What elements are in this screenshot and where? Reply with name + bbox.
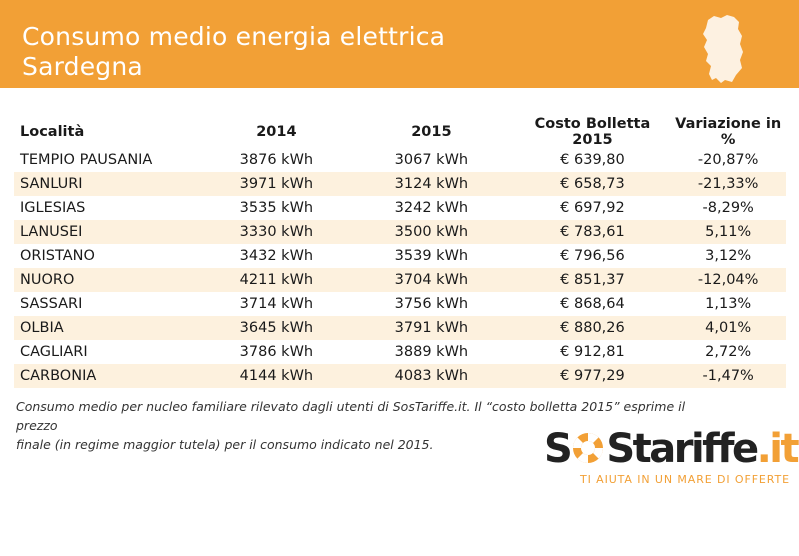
table-header-row: Località 2014 2015 Costo Bolletta 2015 V…	[14, 116, 786, 148]
cell-cost: € 912,81	[560, 344, 625, 360]
col-header-cost: Costo Bolletta 2015	[534, 116, 651, 148]
title-line-2: Sardegna	[22, 52, 143, 81]
table-body: TEMPIO PAUSANIA 3876 kWh 3067 kWh € 639,80 -…	[14, 148, 786, 388]
cell-2015: 3242 kWh	[394, 200, 469, 216]
cell-location: IGLESIAS	[20, 200, 86, 216]
table-row: SASSARI 3714 kWh 3756 kWh € 868,64 1,13%	[14, 292, 786, 316]
cell-variation: 1,13%	[705, 296, 752, 312]
cell-cost: € 868,64	[560, 296, 625, 312]
cell-2015: 3756 kWh	[394, 296, 469, 312]
cell-2015: 3539 kWh	[394, 248, 469, 264]
table-row: OLBIA 3645 kWh 3791 kWh € 880,26 4,01%	[14, 316, 786, 340]
page-title: Consumo medio energia elettrica Sardegna	[22, 22, 445, 82]
cell-cost: € 851,37	[514, 268, 671, 292]
logo-letter-s1: S	[544, 426, 573, 472]
cell-variation: -1,47%	[670, 364, 786, 388]
table-row: CARBONIA 4144 kWh 4083 kWh € 977,29 -1,47%	[14, 364, 786, 388]
cell-cost: € 639,80	[560, 152, 625, 168]
footnote-line-2: finale (in regime maggior tutela) per il…	[16, 437, 434, 452]
logo-letter-s2: S	[606, 426, 635, 472]
cell-cost: € 796,56	[560, 248, 625, 264]
table-row: CAGLIARI 3786 kWh 3889 kWh € 912,81 2,72%	[14, 340, 786, 364]
cell-variation: 4,01%	[670, 316, 786, 340]
cell-cost: € 977,29	[514, 364, 671, 388]
cell-variation: 3,12%	[705, 248, 752, 264]
sardinia-map-icon	[703, 15, 743, 83]
cell-variation: -12,04%	[670, 268, 786, 292]
table-row: ORISTANO 3432 kWh 3539 kWh € 796,56 3,12%	[14, 244, 786, 268]
cell-location: CAGLIARI	[20, 344, 88, 360]
cell-location: TEMPIO PAUSANIA	[20, 152, 153, 168]
cell-variation: -8,29%	[702, 200, 754, 216]
cell-2015: 3067 kWh	[394, 152, 469, 168]
cell-location: LANUSEI	[14, 220, 205, 244]
title-line-1: Consumo medio energia elettrica	[22, 22, 446, 51]
footnote-line-1: Consumo medio per nucleo familiare rilev…	[16, 399, 686, 433]
cell-2015: 3889 kWh	[394, 344, 469, 360]
cell-location: SASSARI	[20, 296, 83, 312]
cell-location: CARBONIA	[14, 364, 205, 388]
table-row: NUORO 4211 kWh 3704 kWh € 851,37 -12,04%	[14, 268, 786, 292]
logo-wordmark: S Stariffe.it	[544, 425, 799, 473]
cell-location: NUORO	[14, 268, 205, 292]
logo-word-tariffe: tariffe	[632, 426, 759, 472]
table-row: LANUSEI 3330 kWh 3500 kWh € 783,61 5,11%	[14, 220, 786, 244]
cell-2014: 3330 kWh	[204, 220, 349, 244]
table-row: IGLESIAS 3535 kWh 3242 kWh € 697,92 -8,29%	[14, 196, 786, 220]
cell-2014: 4144 kWh	[204, 364, 349, 388]
col-header-2014: 2014	[256, 124, 297, 140]
table-row: TEMPIO PAUSANIA 3876 kWh 3067 kWh € 639,80 -…	[14, 148, 786, 172]
cell-2015: 3500 kWh	[348, 220, 515, 244]
cell-2014: 4211 kWh	[204, 268, 349, 292]
footnote: Consumo medio per nucleo familiare rilev…	[16, 397, 716, 454]
cell-variation: 5,11%	[670, 220, 786, 244]
cell-2014: 3432 kWh	[239, 248, 314, 264]
col-header-variation: Variazione in %	[675, 116, 782, 148]
cell-cost: € 658,73	[514, 172, 671, 196]
cell-cost: € 783,61	[514, 220, 671, 244]
cell-location: OLBIA	[14, 316, 205, 340]
cell-2014: 3876 kWh	[239, 152, 314, 168]
cell-variation: 2,72%	[705, 344, 752, 360]
cell-2014: 3786 kWh	[239, 344, 314, 360]
header-banner: Consumo medio energia elettrica Sardegna	[0, 0, 799, 88]
cell-2015: 4083 kWh	[348, 364, 515, 388]
consumption-table: Località 2014 2015 Costo Bolletta 2015 V…	[14, 116, 786, 388]
cell-cost: € 697,92	[560, 200, 625, 216]
cell-cost: € 880,26	[514, 316, 671, 340]
col-header-2015: 2015	[411, 124, 452, 140]
cell-2014: 3971 kWh	[204, 172, 349, 196]
life-ring-icon	[573, 433, 604, 463]
table-row: SANLURI 3971 kWh 3124 kWh € 658,73 -21,33%	[14, 172, 786, 196]
cell-location: SANLURI	[14, 172, 205, 196]
cell-2015: 3704 kWh	[348, 268, 515, 292]
cell-variation: -21,33%	[670, 172, 786, 196]
cell-location: ORISTANO	[20, 248, 95, 264]
cell-2015: 3124 kWh	[348, 172, 515, 196]
cell-variation: -20,87%	[697, 152, 759, 168]
logo-tld: .it	[756, 426, 799, 472]
sostariffe-logo: S Stariffe.it TI AIUTA IN UN MARE DI OFF…	[530, 425, 799, 495]
cell-2014: 3535 kWh	[239, 200, 314, 216]
cell-2014: 3714 kWh	[239, 296, 314, 312]
cell-2015: 3791 kWh	[348, 316, 515, 340]
col-header-location: Località	[20, 124, 85, 140]
logo-tagline: TI AIUTA IN UN MARE DI OFFERTE	[579, 473, 790, 486]
cell-2014: 3645 kWh	[204, 316, 349, 340]
